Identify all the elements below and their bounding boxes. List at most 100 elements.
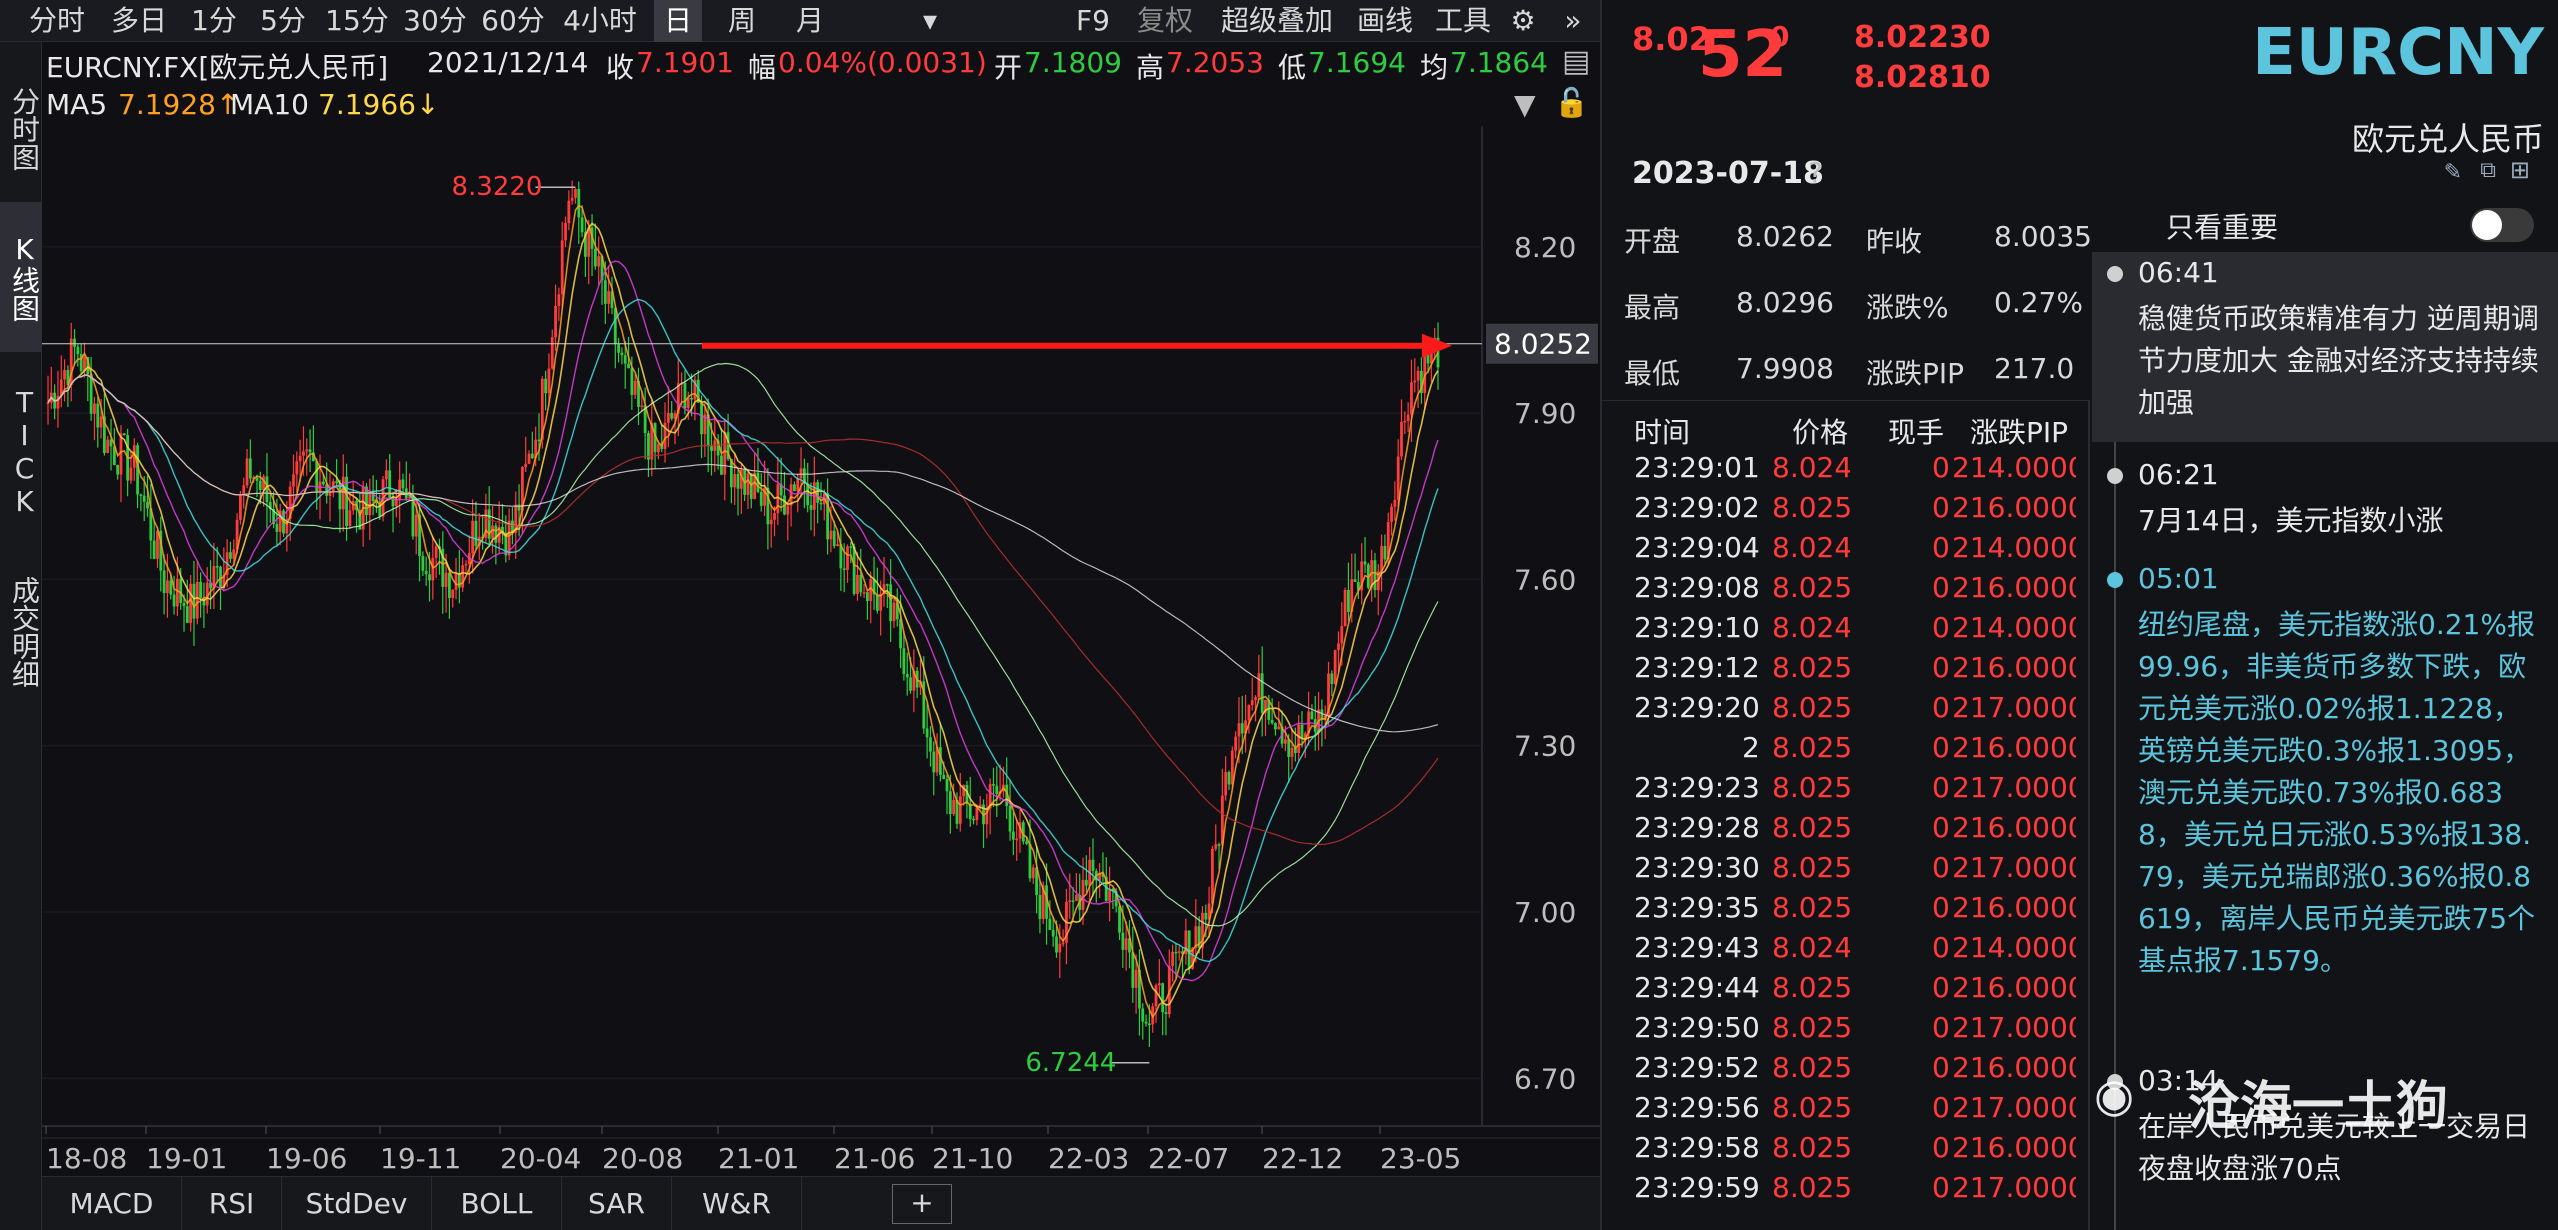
x-tick-label: 21-06: [834, 1142, 915, 1175]
x-tick-label: 20-04: [500, 1142, 581, 1175]
candle-body: [520, 467, 524, 511]
y-tick-label: 7.30: [1514, 730, 1576, 763]
x-tick-label: 19-11: [380, 1142, 461, 1175]
tab-stddev[interactable]: StdDev: [282, 1177, 432, 1230]
toolbar-tools[interactable]: 工具: [1434, 4, 1491, 37]
chart-background: [42, 126, 1600, 1176]
tab-macd[interactable]: MACD: [42, 1177, 182, 1230]
candle-body: [1045, 885, 1048, 919]
important-only-toggle[interactable]: [2470, 208, 2534, 242]
candle-body: [1154, 985, 1158, 1007]
tab-wr[interactable]: W&R: [672, 1177, 802, 1230]
candle-body: [534, 439, 538, 459]
period-tab[interactable]: 月: [795, 4, 824, 37]
gear-icon[interactable]: ⚙: [1510, 4, 1536, 37]
candle-body: [885, 584, 889, 586]
news-item[interactable]: 06:41 稳健货币政策精准有力 逆周期调节力度加大 金融对经济支持持续加强: [2092, 252, 2558, 442]
copy-icon[interactable]: ⧉: [2480, 158, 2496, 183]
candle-body: [494, 525, 498, 543]
news-feed[interactable]: 只看重要 06:41 稳健货币政策精准有力 逆周期调节力度加大 金融对经济支持持续…: [2092, 200, 2558, 1230]
period-tab[interactable]: 60分: [481, 4, 545, 37]
candle-body: [401, 479, 405, 489]
collapse-triangle-icon[interactable]: ▼: [1514, 88, 1536, 121]
candle-body: [925, 728, 929, 738]
toolbar-draw-line[interactable]: 画线: [1356, 4, 1413, 37]
tab-sar[interactable]: SAR: [562, 1177, 672, 1230]
candle-body: [557, 294, 561, 306]
tick-change-pip: 216.0000: [1952, 811, 2076, 844]
candle-body: [1108, 888, 1111, 901]
candle-body: [613, 307, 617, 345]
period-tab[interactable]: 30分: [403, 4, 467, 37]
news-item[interactable]: 05:01 纽约尾盘，美元指数涨0.21%报99.96，非美货币多数下跌，欧元兑美…: [2092, 558, 2558, 1038]
period-tab[interactable]: 周: [727, 4, 756, 37]
double-chevron-right-icon[interactable]: »: [1564, 4, 1582, 37]
quote-label: 涨跌PIP: [1866, 357, 1965, 390]
candle-body: [666, 412, 670, 423]
candle-body: [295, 461, 299, 475]
period-tab[interactable]: 日: [654, 0, 702, 42]
lock-icon[interactable]: 🔓: [1554, 86, 1589, 119]
candle-body: [1041, 885, 1045, 919]
candle-body: [527, 453, 531, 464]
period-tab[interactable]: 5分: [260, 4, 306, 37]
candle-body: [116, 465, 120, 475]
tick-list[interactable]: 时间价格现手涨跌PIP23:29:018.02490214.000023:29:…: [1602, 400, 2090, 1230]
quote-stats: 开盘 8.0262 昨收 8.0035 最高 8.0296 涨跌% 0.27% 最低 7.9908…: [1624, 206, 2092, 396]
tab-rsi[interactable]: RSI: [182, 1177, 282, 1230]
period-tab[interactable]: 15分: [325, 4, 389, 37]
period-tab[interactable]: 分时: [28, 4, 85, 37]
add-indicator-icon[interactable]: +: [892, 1184, 952, 1224]
period-tab[interactable]: 4小时: [563, 4, 637, 37]
period-more-dropdown[interactable]: ▾: [922, 4, 938, 37]
tick-price: 8.0251: [1772, 491, 1850, 524]
candle-body: [1131, 952, 1135, 988]
tab-trade-details[interactable]: 成交明细: [8, 576, 41, 688]
layout-icon[interactable]: ▤: [1562, 44, 1591, 79]
candle-body: [1144, 1021, 1148, 1024]
edit-icon[interactable]: ✎: [2443, 160, 2462, 185]
tab-kline-chart[interactable]: K线图: [0, 202, 42, 352]
tab-tick[interactable]: TICK: [8, 386, 41, 518]
candle-body: [1194, 926, 1198, 948]
news-item[interactable]: 06:21 7月14日，美元指数小涨: [2092, 454, 2558, 544]
kline-chart[interactable]: 8.20 7.90 7.60 7.30 7.00 6.70 18-08 19-01 19-06…: [42, 126, 1600, 1176]
candle-body: [222, 574, 226, 589]
tick-change-pip: 217.0000: [1952, 691, 2076, 724]
news-item[interactable]: 03:14 在岸人民币兑美元较上一交易日夜盘收盘涨70点: [2092, 1060, 2558, 1185]
add-icon[interactable]: ⊞: [2509, 156, 2530, 184]
toolbar-adjust[interactable]: 复权: [1136, 4, 1193, 37]
candle-body: [547, 368, 551, 394]
tab-intraday-chart[interactable]: 分时图: [8, 87, 41, 171]
period-tab[interactable]: 多日: [110, 4, 167, 37]
help-icon[interactable]: ?: [1808, 156, 1823, 189]
toolbar-super-overlay[interactable]: 超级叠加: [1220, 4, 1333, 37]
tab-boll[interactable]: BOLL: [432, 1177, 562, 1230]
candle-body: [205, 582, 209, 606]
quote-value: 8.0296: [1736, 286, 1834, 319]
period-tab[interactable]: 1分: [191, 4, 237, 37]
tick-price: 8.0252: [1772, 691, 1850, 724]
candle-body: [995, 785, 999, 794]
toolbar-f9[interactable]: F9: [1076, 4, 1110, 37]
candle-body: [391, 498, 395, 507]
